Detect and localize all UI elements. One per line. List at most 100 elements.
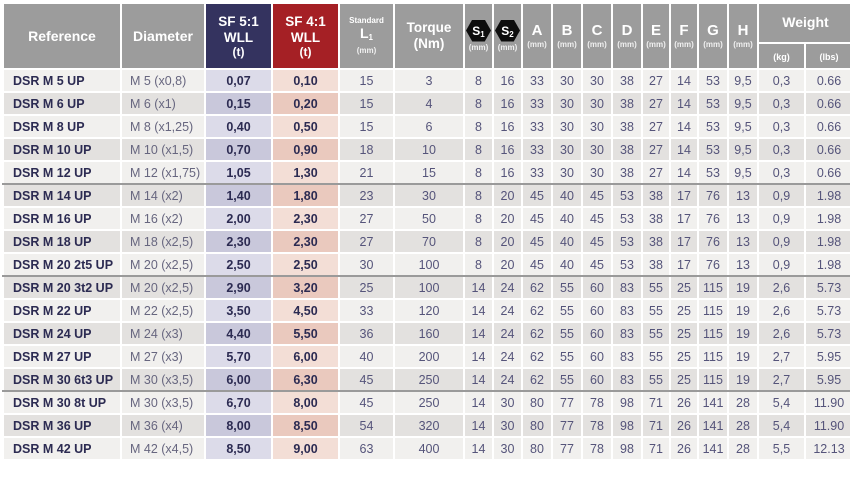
table-row: DSR M 5 UP M 5 (x0,8) 0,07 0,10 15 3 8 16 33 30 30…: [2, 68, 850, 93]
cell-sf4-wll: 2,50: [271, 252, 340, 277]
cell-dim-f: 25: [669, 275, 699, 300]
cell-dim-f: 14: [669, 68, 699, 93]
cell-dim-e: 38: [641, 206, 671, 231]
cell-dim-b: 77: [551, 413, 583, 438]
cell-dim-c: 30: [581, 114, 613, 139]
cell-dim-d: 98: [611, 436, 643, 461]
cell-dim-f: 14: [669, 137, 699, 162]
cell-dim-d: 38: [611, 114, 643, 139]
cell-dim-b: 55: [551, 321, 583, 346]
cell-dim-c: 45: [581, 229, 613, 254]
cell-dim-e: 27: [641, 160, 671, 185]
cell-diameter: M 14 (x2): [120, 183, 206, 208]
cell-dim-a: 33: [521, 160, 553, 185]
cell-diameter: M 27 (x3): [120, 344, 206, 369]
col-header-diameter: Diameter: [120, 2, 206, 70]
cell-dim-c: 30: [581, 160, 613, 185]
cell-dim-f: 14: [669, 91, 699, 116]
cell-diameter: M 10 (x1,5): [120, 137, 206, 162]
cell-s1: 14: [463, 321, 494, 346]
cell-sf5-wll: 2,90: [204, 275, 273, 300]
cell-dim-g: 141: [697, 390, 729, 415]
cell-dim-d: 53: [611, 229, 643, 254]
cell-dim-g: 76: [697, 229, 729, 254]
cell-dim-c: 30: [581, 68, 613, 93]
cell-dim-g: 76: [697, 252, 729, 277]
cell-s1: 8: [463, 160, 494, 185]
col-header-reference: Reference: [2, 2, 122, 70]
cell-s1: 8: [463, 229, 494, 254]
cell-s1: 14: [463, 298, 494, 323]
cell-s1: 14: [463, 344, 494, 369]
cell-diameter: M 20 (x2,5): [120, 252, 206, 277]
cell-dim-a: 62: [521, 344, 553, 369]
cell-s1: 8: [463, 91, 494, 116]
cell-weight-kg: 2,7: [757, 367, 806, 392]
cell-dim-h: 13: [727, 229, 759, 254]
cell-sf5-wll: 0,40: [204, 114, 273, 139]
col-header-sf4-wll: SF 4:1 WLL (t): [271, 2, 340, 70]
cell-l1: 21: [338, 160, 395, 185]
cell-sf4-wll: 1,80: [271, 183, 340, 208]
cell-torque: 50: [393, 206, 465, 231]
cell-reference: DSR M 5 UP: [2, 68, 122, 93]
cell-sf5-wll: 0,15: [204, 91, 273, 116]
cell-dim-h: 28: [727, 413, 759, 438]
cell-sf5-wll: 8,50: [204, 436, 273, 461]
cell-torque: 200: [393, 344, 465, 369]
cell-dim-g: 115: [697, 275, 729, 300]
sf5-ratio-label: SF 5:1: [218, 13, 259, 29]
l1-unit-label: (mm): [356, 46, 377, 55]
table-header: Reference Diameter SF 5:1 WLL (t) SF 4:1…: [2, 2, 850, 70]
cell-dim-e: 71: [641, 413, 671, 438]
cell-sf4-wll: 0,20: [271, 91, 340, 116]
cell-dim-e: 55: [641, 298, 671, 323]
cell-sf4-wll: 1,30: [271, 160, 340, 185]
cell-dim-h: 19: [727, 298, 759, 323]
cell-dim-c: 30: [581, 91, 613, 116]
cell-l1: 25: [338, 275, 395, 300]
cell-dim-h: 13: [727, 183, 759, 208]
cell-dim-g: 53: [697, 68, 729, 93]
cell-s2: 30: [492, 390, 523, 415]
cell-dim-a: 62: [521, 275, 553, 300]
cell-s1: 8: [463, 183, 494, 208]
cell-l1: 40: [338, 344, 395, 369]
cell-dim-b: 77: [551, 436, 583, 461]
cell-dim-e: 55: [641, 275, 671, 300]
cell-dim-b: 40: [551, 206, 583, 231]
cell-s2: 20: [492, 229, 523, 254]
cell-dim-h: 19: [727, 344, 759, 369]
cell-sf4-wll: 4,50: [271, 298, 340, 323]
cell-diameter: M 24 (x3): [120, 321, 206, 346]
cell-dim-d: 83: [611, 344, 643, 369]
cell-sf5-wll: 2,30: [204, 229, 273, 254]
table-row: DSR M 36 UP M 36 (x4) 8,00 8,50 54 320 14 30 80 7…: [2, 413, 850, 438]
cell-dim-c: 78: [581, 436, 613, 461]
cell-dim-a: 45: [521, 252, 553, 277]
table-row: DSR M 24 UP M 24 (x3) 4,40 5,50 36 160 14 24 62 5…: [2, 321, 850, 346]
cell-dim-e: 55: [641, 344, 671, 369]
cell-diameter: M 8 (x1,25): [120, 114, 206, 139]
cell-dim-h: 28: [727, 436, 759, 461]
cell-l1: 27: [338, 229, 395, 254]
cell-reference: DSR M 18 UP: [2, 229, 122, 254]
cell-reference: DSR M 16 UP: [2, 206, 122, 231]
cell-dim-b: 30: [551, 114, 583, 139]
cell-dim-e: 55: [641, 367, 671, 392]
cell-sf4-wll: 8,00: [271, 390, 340, 415]
cell-diameter: M 5 (x0,8): [120, 68, 206, 93]
cell-dim-c: 30: [581, 137, 613, 162]
cell-reference: DSR M 27 UP: [2, 344, 122, 369]
cell-weight-kg: 0,9: [757, 206, 806, 231]
cell-dim-g: 53: [697, 137, 729, 162]
s1-unit-label: (mm): [468, 42, 489, 52]
cell-sf4-wll: 3,20: [271, 275, 340, 300]
cell-sf5-wll: 2,50: [204, 252, 273, 277]
cell-l1: 33: [338, 298, 395, 323]
cell-sf4-wll: 0,90: [271, 137, 340, 162]
cell-dim-b: 30: [551, 137, 583, 162]
cell-dim-f: 14: [669, 114, 699, 139]
cell-dim-h: 9,5: [727, 160, 759, 185]
cell-torque: 70: [393, 229, 465, 254]
